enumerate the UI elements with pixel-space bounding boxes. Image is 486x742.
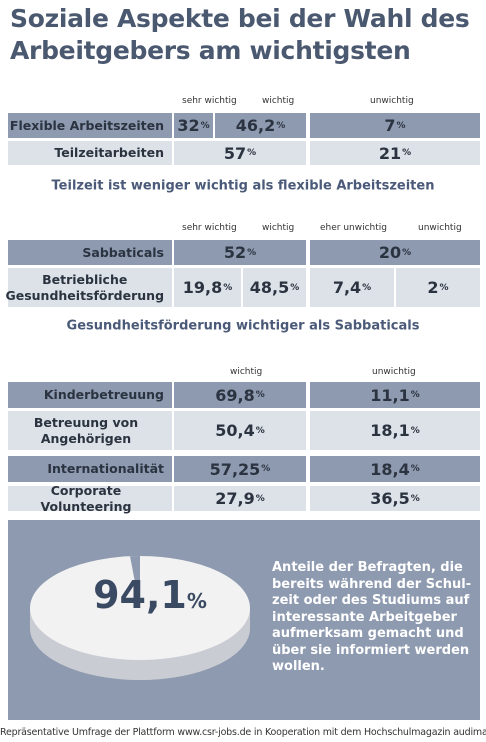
value-cell: 7,4% (310, 268, 394, 307)
value-cell: 11,1% (310, 382, 480, 408)
unit: % (261, 464, 271, 474)
highlight-text: über sie informiert werden (272, 642, 470, 658)
unit: % (362, 282, 372, 293)
value: 48,5 (249, 278, 290, 297)
value: 7,4 (332, 278, 362, 297)
value: 94,1 (93, 573, 187, 617)
value-cell: 7% (310, 113, 480, 138)
unit: % (410, 390, 420, 400)
column-header: wichtig (262, 223, 295, 233)
column-header: wichtig (262, 96, 295, 106)
row-label: Sabbaticals (8, 240, 172, 265)
title-line: Soziale Aspekte bei der Wahl des (10, 4, 470, 33)
column-header: sehr wichtig (182, 223, 237, 233)
unit: % (255, 493, 265, 504)
column-header: unwichtig (372, 367, 416, 377)
value: 69,8 (215, 385, 255, 405)
row-label: Corporate Volunteering (8, 483, 172, 514)
value: 50,4 (215, 421, 255, 440)
value: 52 (223, 243, 247, 262)
highlight-text: interessante Arbeitgeber (272, 609, 457, 625)
unit: % (223, 282, 233, 293)
unit: % (402, 247, 412, 258)
column-header: sehr wichtig (182, 96, 237, 106)
value-cell: 21% (310, 141, 480, 165)
footer: Repräsentative Umfrage der Plattform www… (0, 727, 486, 738)
highlight-text: bereits während der Schul- (272, 576, 472, 592)
value-cell: 50,4% (174, 411, 306, 450)
value-cell: 19,8% (174, 268, 241, 307)
value: 57 (223, 143, 247, 163)
value-cell: 57,25% (174, 456, 306, 482)
pie-graphic (30, 555, 250, 680)
unit: % (410, 493, 420, 504)
value: 36,5 (370, 489, 410, 508)
column-header: unwichtig (418, 223, 462, 233)
unit: % (200, 120, 210, 131)
section-note: Teilzeit ist weniger wichtig als flexibl… (51, 178, 435, 194)
value: 27,9 (215, 489, 255, 508)
value-cell: 52% (174, 240, 306, 265)
value: 57,25 (209, 459, 261, 479)
value-cell: 57% (174, 141, 306, 165)
value: 21 (378, 143, 402, 163)
value: 11,1 (370, 385, 410, 405)
value: 2 (427, 278, 439, 297)
unit: % (396, 120, 406, 131)
value: 7 (384, 116, 396, 135)
value-cell: 27,9% (174, 486, 306, 511)
unit: % (410, 425, 420, 436)
unit: % (290, 282, 300, 293)
unit: % (247, 247, 257, 258)
value-cell: 18,4% (310, 456, 480, 482)
value-cell: 36,5% (310, 486, 480, 511)
highlight-text: zeit oder des Studiums auf (272, 593, 470, 608)
row-label: Internationalität (8, 456, 172, 482)
column-header: eher unwichtig (320, 223, 388, 233)
highlight-text: aufmerksam gemacht und (272, 626, 464, 641)
value: 20 (378, 243, 402, 262)
value: 46,2 (235, 116, 276, 135)
column-header: unwichtig (370, 96, 414, 106)
unit: % (255, 390, 265, 400)
row-label: Flexible Arbeitszeiten (8, 113, 172, 138)
row-label: Kinderbetreuung (8, 382, 172, 408)
value: 19,8 (182, 278, 223, 297)
value: 32 (177, 116, 200, 135)
unit: % (255, 425, 265, 436)
value-cell: 46,2% (215, 113, 306, 138)
row-label: Teilzeitarbeiten (8, 141, 172, 165)
row-label: Betreuung von Angehörigen (8, 411, 172, 450)
value: 18,1 (370, 421, 410, 440)
value-cell: 69,8% (174, 382, 306, 408)
value: 18,4 (370, 459, 410, 479)
column-header: wichtig (230, 367, 263, 377)
value-cell: 2% (396, 268, 480, 307)
highlight-text: Anteile der Befragten, die (272, 560, 463, 575)
value-cell: 48,5% (243, 268, 306, 307)
value-cell: 32% (174, 113, 213, 138)
highlight-value: 94,1% (50, 573, 250, 617)
title-line: Arbeitgebers am wichtigsten (10, 36, 411, 65)
unit: % (276, 120, 286, 131)
row-label: Betriebliche Gesundheitsförderung (5, 268, 172, 307)
unit: % (439, 282, 449, 293)
unit: % (186, 589, 207, 613)
value-cell: 18,1% (310, 411, 480, 450)
section-note: Gesundheitsförderung wichtiger als Sabba… (66, 318, 420, 334)
unit: % (402, 148, 412, 158)
unit: % (410, 464, 420, 474)
unit: % (247, 148, 257, 158)
value-cell: 20% (310, 240, 480, 265)
highlight-text: wollen. (272, 659, 325, 674)
